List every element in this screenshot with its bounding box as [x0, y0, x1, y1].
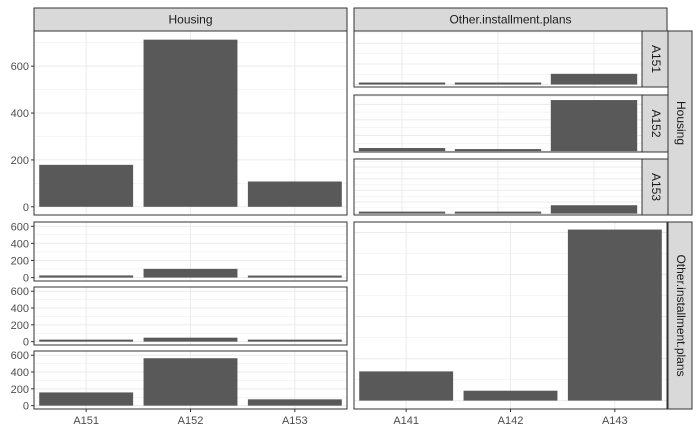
panel-housing-dist: [33, 30, 348, 216]
panel-border: [33, 221, 348, 282]
panel-border: [353, 158, 643, 216]
bar-a143: [567, 229, 662, 401]
bar-a141: [358, 82, 446, 85]
panel-border: [33, 286, 348, 346]
x-tick-label-left: A152: [178, 415, 204, 427]
strips-layer: Housing Other.installment.plans Housing Oth…: [33, 7, 693, 410]
bar-a153: [247, 339, 342, 342]
x-tick-label-right: A143: [602, 415, 628, 427]
panel-border: [353, 94, 643, 153]
y-tick-label: 0: [23, 273, 29, 285]
bar-a153: [247, 275, 342, 278]
bar-a151: [39, 275, 134, 278]
bar-a141: [358, 148, 446, 152]
bar-a151: [39, 164, 134, 207]
x-tick-label-right: A142: [498, 415, 524, 427]
bar-a142: [454, 149, 542, 152]
y-tick-label: 200: [11, 155, 29, 167]
y-tick-label: 200: [11, 384, 29, 396]
panel-other-plans-by-housing-A151: [353, 30, 643, 88]
panel-other-plans-by-housing-A152: [353, 94, 643, 153]
y-tick-label: 600: [11, 61, 29, 73]
bar-a143: [550, 73, 638, 85]
bar-a151: [39, 392, 134, 406]
bar-a153: [247, 181, 342, 207]
strip-right-other-installment-plans-label: Other.installment.plans: [674, 254, 688, 376]
bar-a143: [550, 205, 638, 214]
y-tick-label: 0: [23, 337, 29, 349]
x-tick-label-left: A151: [73, 415, 99, 427]
strip-top-other-installment-plans-label: Other.installment.plans: [449, 13, 571, 27]
axes-layer: 0200400600020040060002004006000200400600…: [11, 61, 628, 427]
panel-border: [33, 30, 348, 216]
strip-top-housing-label: Housing: [168, 13, 212, 27]
bar-a142: [454, 82, 542, 85]
panel-housing-by-other-plans-A142: [33, 286, 348, 346]
bar-a152: [143, 39, 238, 207]
panel-border: [353, 30, 643, 88]
strip-inner-a153-label: A153: [649, 173, 663, 201]
panel-housing-by-other-plans-A143: [33, 350, 348, 410]
y-tick-label: 600: [11, 286, 29, 298]
y-tick-label: 0: [23, 401, 29, 413]
y-tick-label: 400: [11, 108, 29, 120]
strip-inner-a152-label: A152: [649, 109, 663, 137]
y-tick-label: 0: [23, 202, 29, 214]
bar-a143: [550, 100, 638, 152]
panel-housing-by-other-plans-A141: [33, 221, 348, 282]
bar-a152: [143, 358, 238, 406]
panel-other-plans-dist: [353, 221, 668, 410]
strip-inner-a151-label: A151: [649, 45, 663, 73]
bar-a152: [143, 337, 238, 342]
y-tick-label: 400: [11, 367, 29, 379]
y-tick-label: 600: [11, 221, 29, 233]
bar-a153: [247, 399, 342, 406]
bar-a151: [39, 339, 134, 342]
panel-other-plans-by-housing-A153: [353, 158, 643, 216]
panels-layer: [33, 30, 668, 410]
y-tick-label: 200: [11, 320, 29, 332]
bar-a142: [454, 211, 542, 214]
y-tick-label: 400: [11, 238, 29, 250]
bar-a141: [359, 371, 454, 401]
x-tick-label-right: A141: [393, 415, 419, 427]
bar-a141: [358, 211, 446, 214]
strip-right-housing-label: Housing: [674, 101, 688, 145]
bar-a142: [463, 390, 558, 401]
y-tick-label: 600: [11, 350, 29, 362]
y-tick-label: 200: [11, 255, 29, 267]
bar-a152: [143, 268, 238, 278]
x-tick-label-left: A153: [282, 415, 308, 427]
y-tick-label: 400: [11, 303, 29, 315]
strip-right-other-installment-plans: [667, 221, 693, 410]
